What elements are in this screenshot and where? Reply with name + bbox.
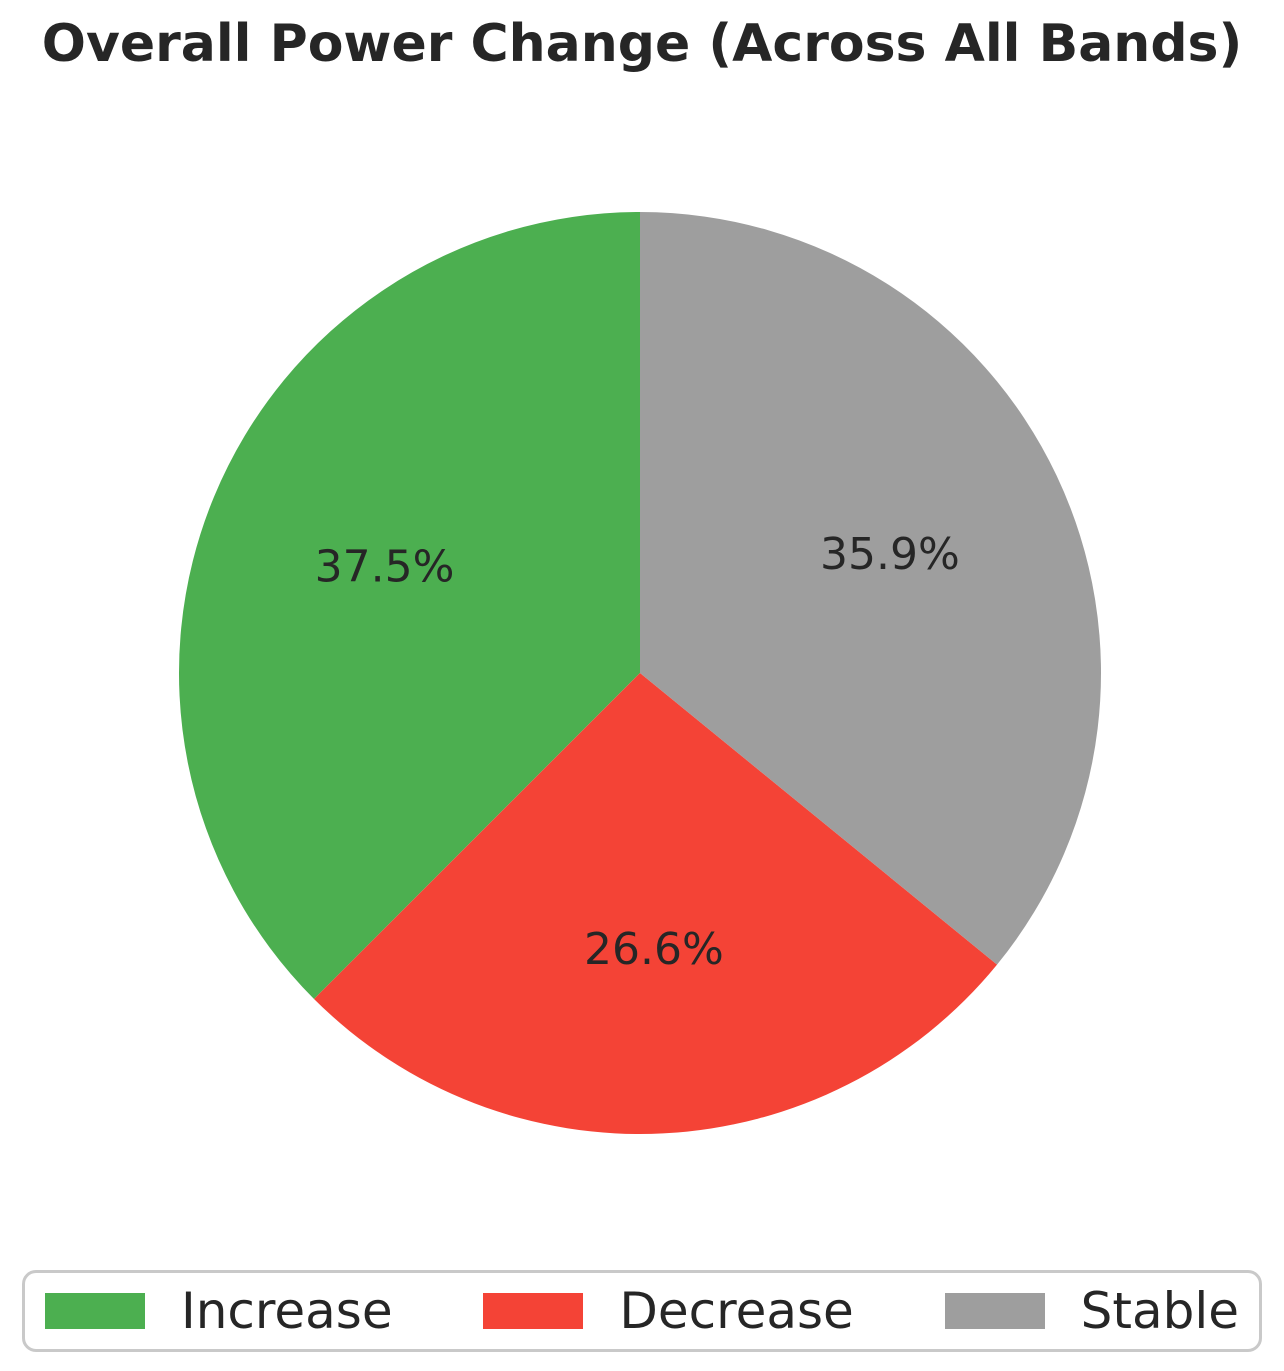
chart-title: Overall Power Change (Across All Bands) <box>41 14 1243 74</box>
legend-label-stable: Stable <box>1080 1282 1239 1340</box>
pie-label-increase: 37.5% <box>315 542 455 593</box>
pie-slices <box>178 212 1101 1135</box>
legend-item-decrease: Decrease <box>483 1282 854 1340</box>
pie-percentage-labels: 37.5% 26.6% 35.9% <box>315 529 960 975</box>
pie-slice-stable <box>640 212 1101 965</box>
legend-label-decrease: Decrease <box>619 1282 854 1340</box>
legend-item-stable: Stable <box>944 1282 1239 1340</box>
legend: Increase Decrease Stable <box>22 1270 1262 1352</box>
legend-swatch-decrease <box>483 1293 584 1329</box>
pie-slice-decrease <box>314 673 998 1135</box>
legend-item-increase: Increase <box>45 1286 393 1336</box>
legend-swatch-stable <box>944 1293 1045 1329</box>
pie-label-stable: 35.9% <box>820 529 960 580</box>
pie-label-decrease: 26.6% <box>584 924 724 975</box>
legend-label-increase: Increase <box>181 1282 393 1340</box>
pie-slice-increase <box>178 212 640 999</box>
legend-swatch-increase <box>45 1293 145 1329</box>
